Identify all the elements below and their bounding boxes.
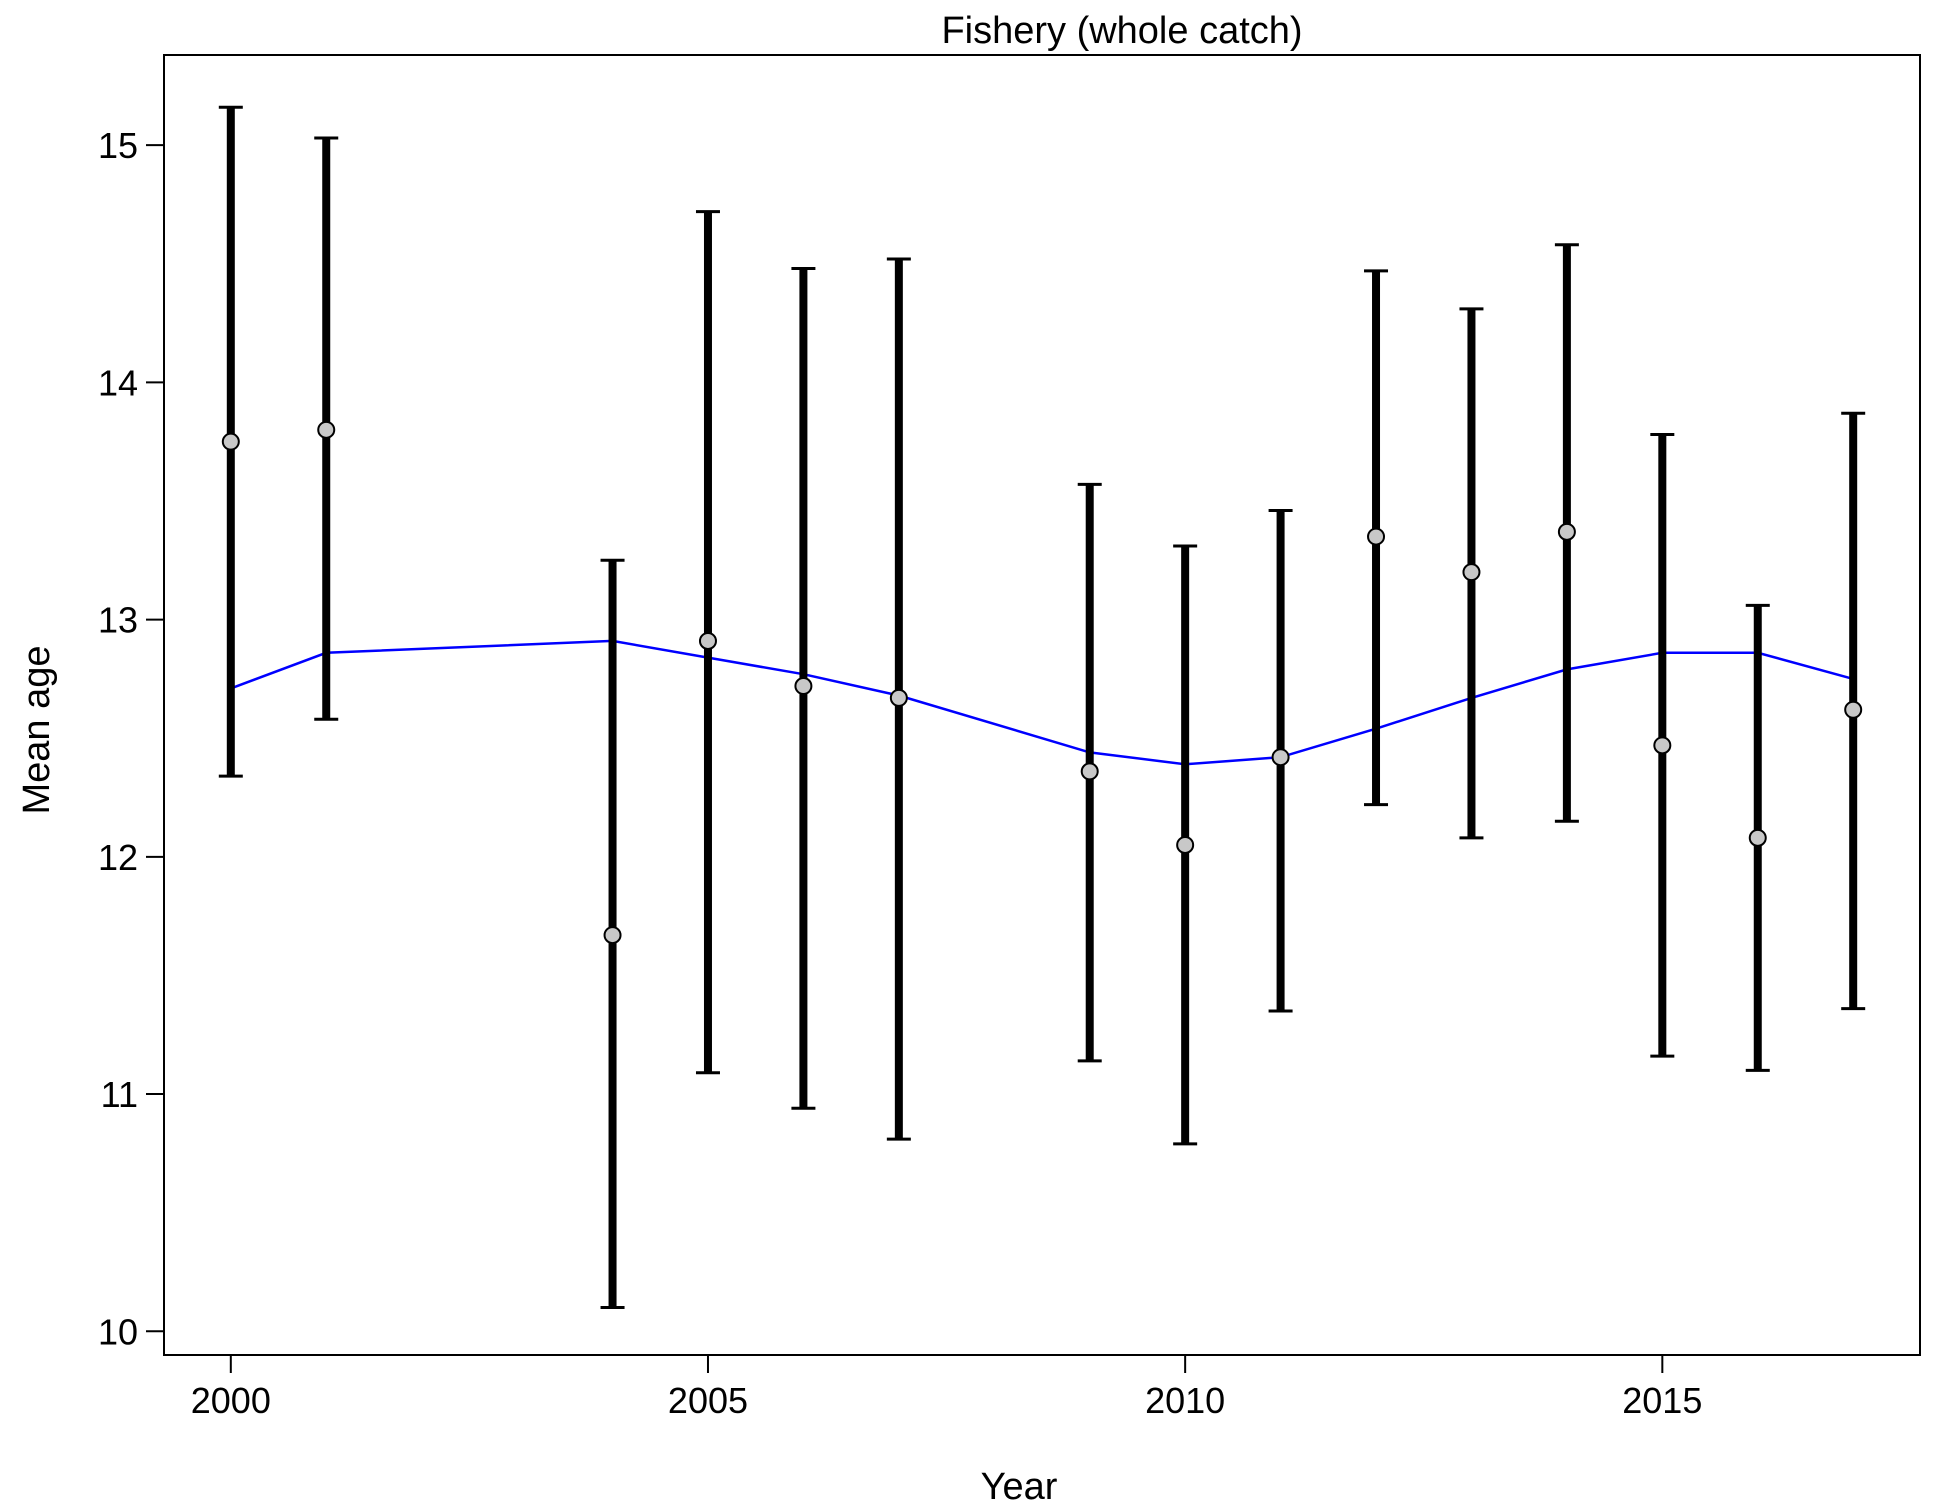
y-tick-label: 14 [98,362,138,403]
observed-point [221,432,240,451]
observed-point [698,631,717,650]
observed-point [1271,748,1290,767]
point-layer [221,420,1863,945]
observed-point [317,420,336,439]
observed-point [603,926,622,945]
observed-point [1080,762,1099,781]
error-bar-layer [218,105,1866,1310]
y-tick-label: 10 [98,1311,138,1352]
x-tick-label: 2015 [1622,1380,1702,1421]
chart-title: Fishery (whole catch) [941,10,1302,52]
observed-point [1844,700,1863,719]
x-axis: 2000 2005 2010 2015 [191,1355,1702,1421]
observed-point [1462,563,1481,582]
observed-point [889,688,908,707]
y-tick-label: 11 [101,1074,138,1115]
observed-point [1748,828,1767,847]
y-tick-label: 12 [98,837,138,878]
x-tick-label: 2005 [668,1380,748,1421]
x-axis-title: Year [981,1466,1058,1500]
observed-point [1176,835,1195,854]
observed-point [1367,527,1386,546]
y-tick-label: 13 [98,600,138,641]
x-tick-label: 2010 [1145,1380,1225,1421]
fitted-line-layer [230,639,1854,766]
y-axis: 10 11 12 13 14 15 [98,125,164,1352]
fitted-line [230,639,1854,766]
observed-point [1557,522,1576,541]
y-tick-label: 15 [98,125,138,166]
observed-point [794,677,813,696]
observed-point [1653,736,1672,755]
y-axis-title: Mean age [16,645,58,814]
plot-frame [163,54,1921,1356]
x-tick-label: 2000 [191,1380,271,1421]
